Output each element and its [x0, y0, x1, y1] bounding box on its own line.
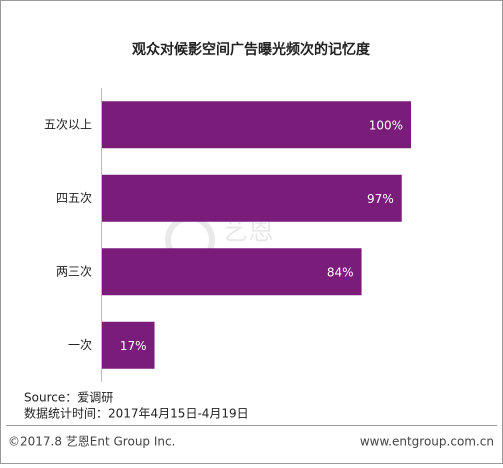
y-tick-label: 一次 — [68, 338, 92, 352]
copyright: ©2017.8 艺恩Ent Group Inc. — [8, 435, 175, 449]
value-label: 84% — [327, 265, 354, 279]
value-label: 100% — [369, 118, 403, 132]
chart-title: 观众对候影空间广告曝光频次的记忆度 — [132, 41, 371, 58]
date-note: 数据统计时间：2017年4月15日-4月19日 — [24, 406, 249, 421]
bar — [102, 248, 362, 296]
y-tick-label: 两三次 — [56, 264, 92, 278]
value-label: 97% — [367, 192, 394, 206]
source: Source：爱调研 — [24, 391, 113, 405]
y-tick-label: 五次以上 — [44, 117, 92, 131]
website: www.entgroup.com.cn — [360, 435, 494, 449]
bar — [102, 321, 155, 369]
bar — [102, 174, 402, 222]
value-label: 17% — [120, 339, 147, 353]
y-tick-label: 四五次 — [56, 191, 92, 205]
bar — [102, 101, 411, 149]
